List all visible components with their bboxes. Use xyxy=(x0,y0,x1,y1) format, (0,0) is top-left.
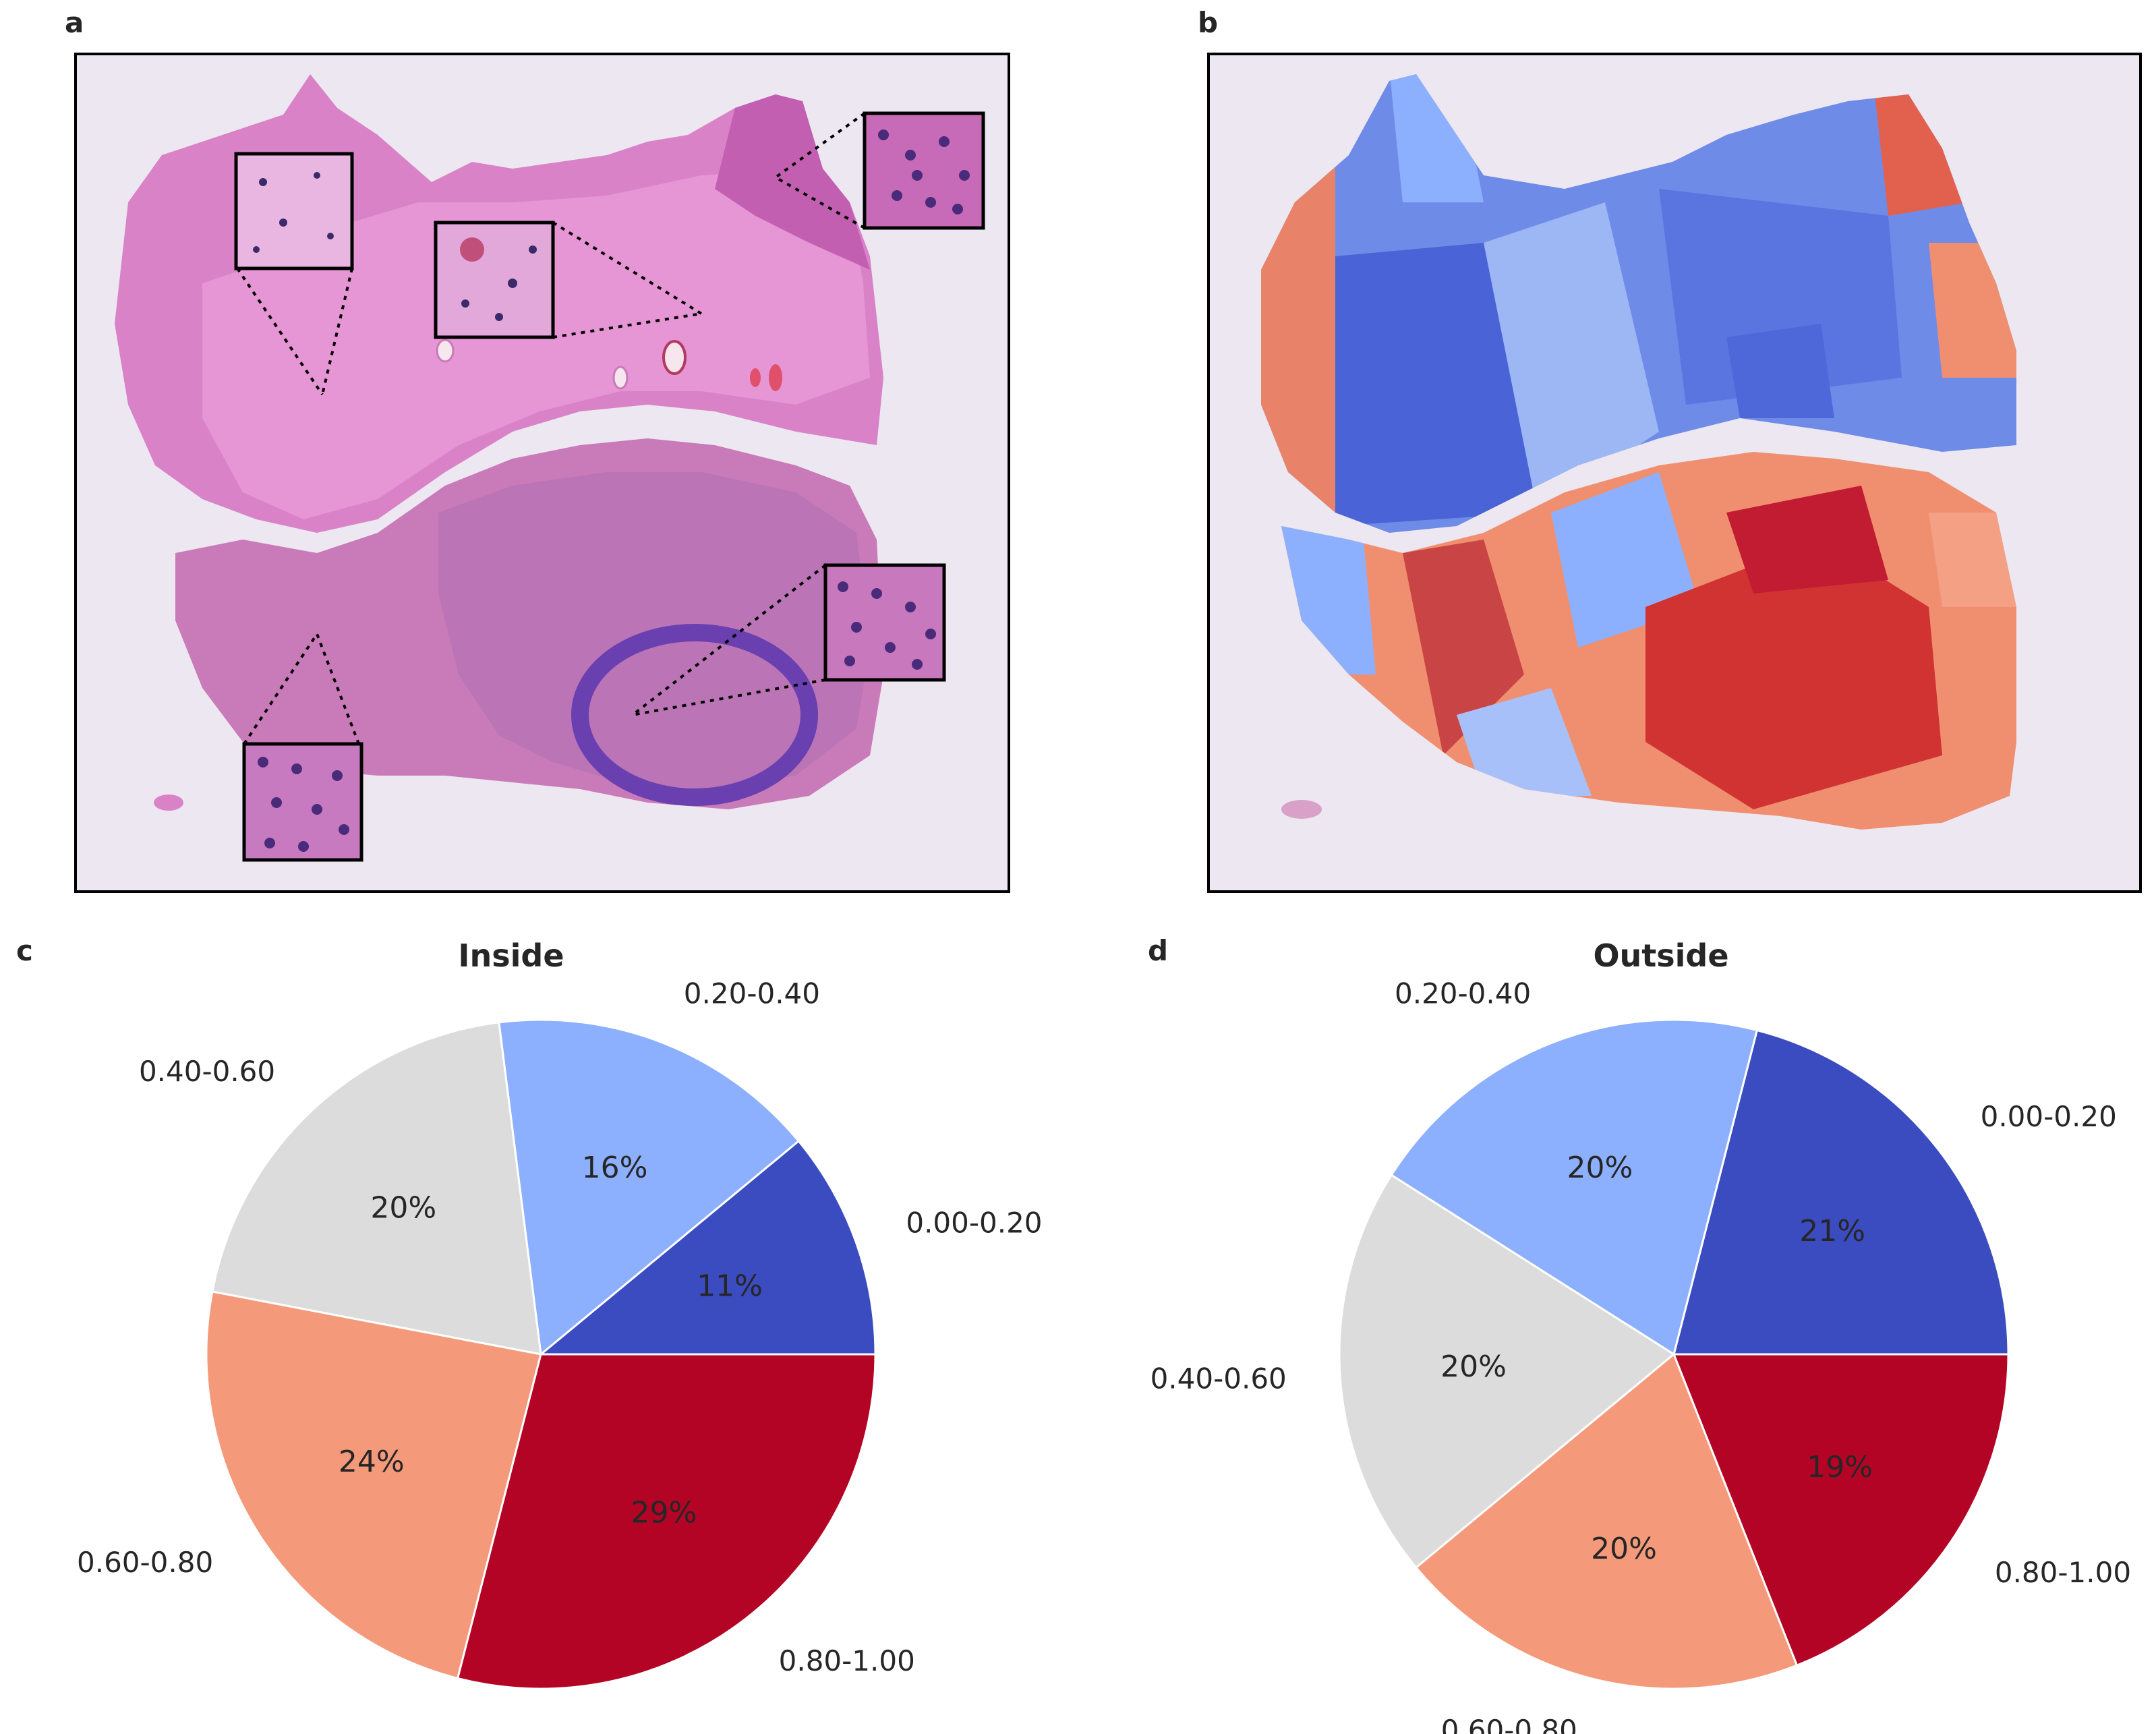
pie-outside-percent-label: 19% xyxy=(1807,1450,1873,1484)
pie-inside-percent-label: 24% xyxy=(339,1445,405,1479)
pie-outside-slice-1 xyxy=(1390,1018,1759,1356)
pie-outside-category-label: 0.60-0.80 xyxy=(1441,1714,1577,1734)
inset-magnified-1 xyxy=(234,152,354,270)
pie-outside-percent-label: 20% xyxy=(1567,1151,1633,1185)
pie-outside-percent-label: 21% xyxy=(1799,1214,1865,1248)
inset-magnified-5 xyxy=(242,742,363,862)
pie-outside-slice-3 xyxy=(1414,1352,1799,1690)
vessel xyxy=(436,339,455,363)
pie-inside-percent-label: 16% xyxy=(582,1151,648,1185)
panel-letter-d: d xyxy=(1148,934,1168,967)
pie-outside-category-label: 0.40-0.60 xyxy=(1150,1362,1287,1395)
pie-outside-category-label: 0.00-0.20 xyxy=(1981,1100,2117,1133)
vessel xyxy=(662,340,687,375)
panel-letter-a: a xyxy=(65,6,84,39)
pie-inside-percent-label: 29% xyxy=(631,1496,697,1530)
pie-outside-category-label: 0.20-0.40 xyxy=(1395,977,1531,1010)
pie-inside-category-label: 0.80-1.00 xyxy=(779,1644,915,1677)
inset-magnified-3 xyxy=(863,111,985,230)
pie-outside-title: Outside xyxy=(1593,937,1728,974)
pie-inside-category-label: 0.20-0.40 xyxy=(684,977,820,1010)
pie-inside: 11% 0.00-0.20 16% 0.20-0.40 20% 0.40-0.60 24% 0… xyxy=(77,977,1043,1690)
vessel xyxy=(750,368,761,387)
pie-inside-category-label: 0.60-0.80 xyxy=(77,1546,213,1579)
zoom-lines xyxy=(236,112,866,745)
pie-inside-slice-2 xyxy=(211,1021,542,1356)
tissue-dark-region xyxy=(715,94,870,270)
histology-panel-a xyxy=(74,53,1010,893)
ink-circle xyxy=(571,624,818,806)
tissue-fragment xyxy=(1281,800,1322,819)
pie-outside-slice-0 xyxy=(1672,1029,2010,1356)
pie-outside-category-label: 0.80-1.00 xyxy=(1995,1556,2131,1589)
inset-magnified-2 xyxy=(434,221,555,339)
pie-inside-percent-label: 20% xyxy=(370,1191,436,1225)
pie-outside-percent-label: 20% xyxy=(1591,1532,1657,1566)
pie-inside-percent-label: 11% xyxy=(697,1269,763,1304)
pie-inside-category-label: 0.40-0.60 xyxy=(139,1055,275,1088)
panel-letter-c: c xyxy=(16,934,33,967)
pie-outside-slice-4 xyxy=(1672,1353,2010,1667)
tissue-upper-core xyxy=(202,169,870,519)
panel-letter-b: b xyxy=(1198,6,1218,39)
pie-inside-slice-4 xyxy=(456,1353,877,1690)
inset-magnified-4 xyxy=(823,563,946,682)
pie-inside-slice-0 xyxy=(537,1139,877,1356)
tissue-fragment xyxy=(154,794,183,811)
pie-inside-slice-3 xyxy=(205,1290,542,1680)
vessel xyxy=(612,366,629,390)
pie-inside-slice-1 xyxy=(498,1018,800,1356)
spatial-map-panel-b xyxy=(1207,53,2142,893)
pie-inside-title: Inside xyxy=(458,937,564,974)
pie-outside: 21% 0.00-0.20 20% 0.20-0.40 20% 0.40-0.60 20% 0… xyxy=(1150,977,2131,1734)
pie-outside-percent-label: 20% xyxy=(1440,1350,1507,1384)
vessel xyxy=(769,364,782,391)
pie-outside-slice-2 xyxy=(1338,1174,1676,1569)
pie-inside-category-label: 0.00-0.20 xyxy=(906,1207,1042,1240)
